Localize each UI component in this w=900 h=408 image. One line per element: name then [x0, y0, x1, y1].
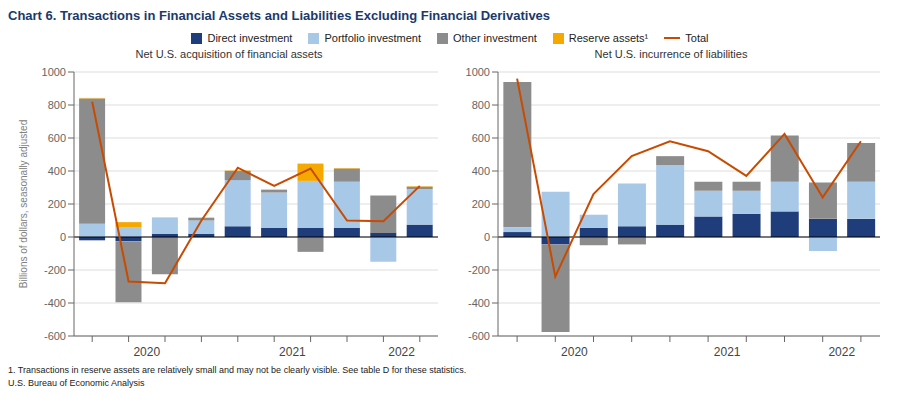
svg-text:-400: -400: [468, 297, 490, 309]
html-text:Net U.S. acquisition of financ: Net U.S. acquisition of financial assets: [135, 48, 323, 60]
svg-text:-200: -200: [468, 264, 490, 276]
svg-text:400: 400: [48, 165, 66, 177]
svg-text:600: 600: [48, 132, 66, 144]
html-text:Chart 6. Transactions in Finan: Chart 6. Transactions in Financial Asset…: [8, 8, 551, 23]
html-text:U.S. Bureau of Economic Analys: U.S. Bureau of Economic Analysis: [8, 378, 145, 388]
svg-text:-200: -200: [44, 264, 66, 276]
svg-text:800: 800: [472, 99, 490, 111]
svg-text:2022: 2022: [388, 345, 415, 359]
html-text:Direct investment: Direct investment: [207, 32, 293, 44]
html-text:Portfolio investment: Portfolio investment: [324, 32, 421, 44]
svg-text:Billions of dollars, seasonall: Billions of dollars, seasonally adjusted: [18, 120, 29, 288]
svg-text:400: 400: [472, 165, 490, 177]
svg-text:600: 600: [472, 132, 490, 144]
html-text:Reserve assets¹: Reserve assets¹: [568, 32, 649, 44]
html-text:1. Transactions in reserve ass: 1. Transactions in reserve assets are re…: [8, 365, 467, 375]
svg-text:-600: -600: [44, 330, 66, 342]
svg-text:0: 0: [60, 231, 66, 243]
svg-text:1000: 1000: [42, 66, 66, 78]
svg-text:-400: -400: [44, 297, 66, 309]
html-text:Total: Total: [685, 32, 709, 44]
html-text:Net U.S. incurrence of liabili: Net U.S. incurrence of liabilities: [594, 48, 748, 60]
svg-text:-600: -600: [468, 330, 490, 342]
svg-text:0: 0: [484, 231, 490, 243]
svg-text:2020: 2020: [561, 345, 588, 359]
svg-text:2022: 2022: [828, 345, 855, 359]
svg-text:2021: 2021: [714, 345, 741, 359]
svg-text:800: 800: [48, 99, 66, 111]
html-text:Other investment: Other investment: [453, 32, 537, 44]
svg-text:2020: 2020: [133, 345, 160, 359]
svg-text:200: 200: [48, 198, 66, 210]
svg-text:1000: 1000: [466, 66, 490, 78]
svg-text:200: 200: [472, 198, 490, 210]
svg-text:2021: 2021: [279, 345, 306, 359]
